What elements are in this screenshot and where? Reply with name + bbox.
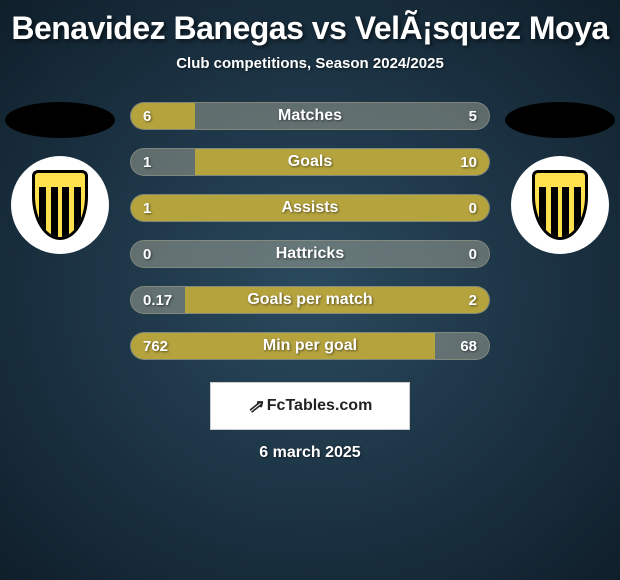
- stat-row: 110Goals: [130, 148, 490, 176]
- player-right-column: [500, 102, 620, 254]
- stat-label: Goals: [131, 153, 489, 171]
- shield-icon: [32, 170, 88, 240]
- player-left-column: [0, 102, 120, 254]
- stat-label: Matches: [131, 107, 489, 125]
- chart-icon: ⇗: [248, 396, 263, 417]
- shadow-ellipse: [5, 102, 115, 138]
- shadow-ellipse: [505, 102, 615, 138]
- stat-label: Assists: [131, 199, 489, 217]
- stat-row: 10Assists: [130, 194, 490, 222]
- source-logo: ⇗ FcTables.com: [210, 382, 410, 430]
- subtitle: Club competitions, Season 2024/2025: [0, 55, 620, 72]
- club-badge-right: [511, 156, 609, 254]
- stat-row: 00Hattricks: [130, 240, 490, 268]
- shield-icon: [532, 170, 588, 240]
- date-label: 6 march 2025: [0, 444, 620, 462]
- stat-row: 65Matches: [130, 102, 490, 130]
- stat-row: 0.172Goals per match: [130, 286, 490, 314]
- page-title: Benavidez Banegas vs VelÃ¡squez Moya: [0, 0, 620, 47]
- stat-label: Min per goal: [131, 337, 489, 355]
- stat-label: Hattricks: [131, 245, 489, 263]
- logo-text: FcTables.com: [267, 397, 373, 415]
- stat-label: Goals per match: [131, 291, 489, 309]
- club-badge-left: [11, 156, 109, 254]
- stat-row: 76268Min per goal: [130, 332, 490, 360]
- stat-bars: 65Matches 110Goals 10Assists 00Hattricks 0.1…: [130, 102, 490, 360]
- comparison-content: 65Matches 110Goals 10Assists 00Hattricks 0.1…: [0, 102, 620, 360]
